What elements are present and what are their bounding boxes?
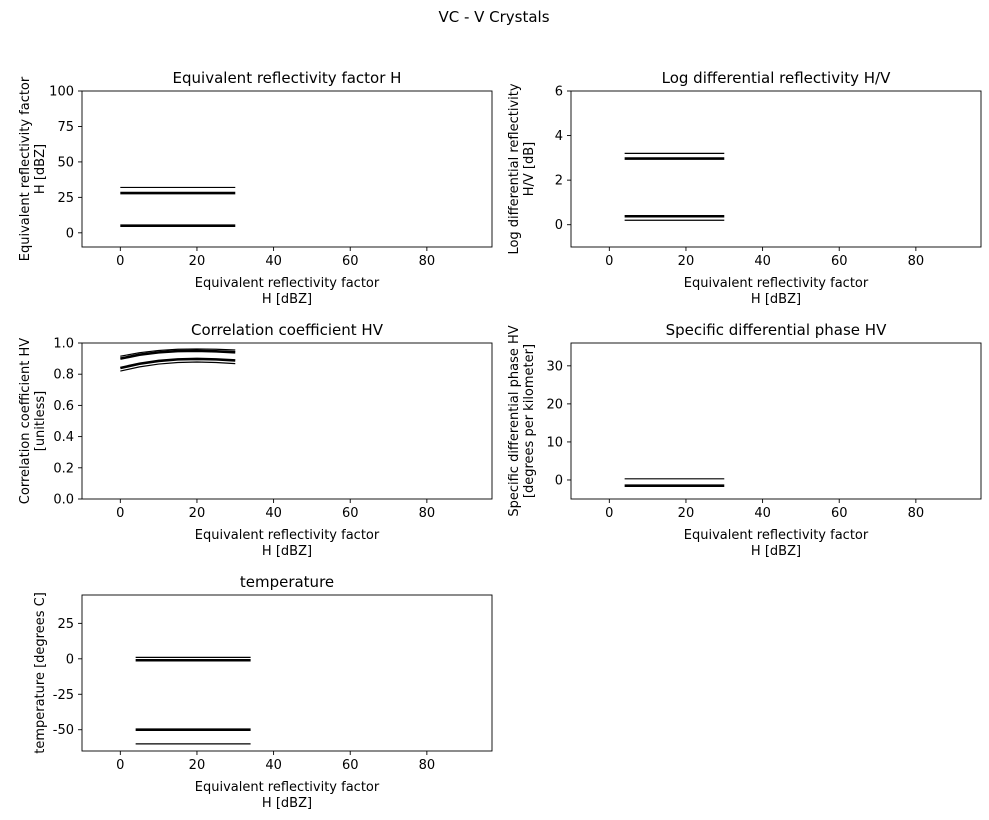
axes-frame (81, 594, 493, 752)
y-tick-label: 1.0 (53, 337, 74, 352)
series-line (120, 348, 236, 357)
subplot-4: Specific differential phase HV 0 20 40 60 80 0… (507, 321, 982, 559)
y-tick-label: 0 (66, 226, 74, 241)
y-tick-label: 0.2 (53, 461, 74, 476)
y-tick-label: 0 (555, 473, 563, 488)
subplot-3: Correlation coefficient HV 0 20 40 60 80 0.0 0.… (18, 321, 493, 559)
y-tick-label: 75 (57, 120, 74, 135)
subplot-1: Equivalent reflectivity factor H 0 20 40 60 8… (18, 69, 493, 307)
subplot-5: temperature 0 20 40 60 80 -50 -25 0 25 Equivalent … (33, 573, 493, 811)
x-tick-label: 60 (831, 254, 848, 269)
x-tick-label: 40 (265, 758, 282, 773)
x-tick-label: 60 (342, 506, 359, 521)
x-tick-label: 20 (678, 254, 695, 269)
x-tick-label: 20 (189, 758, 206, 773)
x-axis-label: Equivalent reflectivity factor (195, 528, 380, 543)
subplot-2: Log differential reflectivity H/V0 20 40 60… (507, 69, 982, 307)
subplot-title: Log differential reflectivity H/V (662, 69, 892, 87)
y-axis-label: Log differential reflectivity (507, 83, 522, 254)
x-tick-label: 0 (605, 506, 613, 521)
x-tick-label: 0 (116, 758, 124, 773)
axes-frame (81, 342, 493, 500)
x-tick-label: 0 (605, 254, 613, 269)
axes-frame (570, 90, 982, 248)
x-tick-label: 0 (116, 506, 124, 521)
y-axis-label: H/V [dB] (522, 142, 537, 197)
axes-frame (570, 342, 982, 500)
y-tick-label: 25 (57, 191, 74, 206)
x-axis-label: Equivalent reflectivity factor (684, 276, 869, 291)
x-tick-label: 80 (419, 254, 436, 269)
x-tick-label: 20 (678, 506, 695, 521)
x-tick-label: 20 (189, 254, 206, 269)
series-line (120, 361, 236, 372)
y-tick-label: 0.0 (53, 493, 74, 508)
series-line (120, 357, 236, 370)
y-axis-label: [degrees per kilometer] (522, 344, 537, 498)
y-tick-label: 0.4 (53, 430, 74, 445)
x-axis-label: Equivalent reflectivity factor (195, 780, 380, 795)
y-tick-label: 50 (57, 155, 74, 170)
y-axis-label: H [dBZ] (33, 144, 48, 194)
x-tick-label: 40 (754, 254, 771, 269)
x-axis-label: H [dBZ] (262, 292, 312, 307)
series-line (120, 349, 236, 360)
figure-suptitle: VC - V Crystals (438, 8, 549, 26)
y-tick-label: 4 (555, 129, 563, 144)
y-axis-label: Correlation coefficient HV (18, 338, 33, 504)
y-axis-label: [unitless] (33, 391, 48, 452)
axes-frame (81, 90, 493, 248)
x-tick-label: 80 (908, 506, 925, 521)
y-axis-label: temperature [degrees C] (33, 592, 48, 754)
y-tick-label: 25 (57, 617, 74, 632)
x-tick-label: 40 (754, 506, 771, 521)
x-tick-label: 60 (831, 506, 848, 521)
x-axis-label: Equivalent reflectivity factor (684, 528, 869, 543)
y-axis-label: Equivalent reflectivity factor (18, 76, 33, 261)
subplot-title: Correlation coefficient HV (191, 321, 384, 339)
y-tick-label: 0.8 (53, 368, 74, 383)
y-tick-label: 0 (555, 218, 563, 233)
x-tick-label: 60 (342, 758, 359, 773)
x-tick-label: 80 (419, 506, 436, 521)
x-tick-label: 20 (189, 506, 206, 521)
x-tick-label: 40 (265, 506, 282, 521)
y-tick-label: 20 (546, 397, 563, 412)
y-tick-label: 6 (555, 85, 563, 100)
subplot-title: temperature (240, 573, 334, 591)
x-axis-label: H [dBZ] (751, 292, 801, 307)
x-axis-label: H [dBZ] (751, 544, 801, 559)
y-tick-label: -25 (53, 688, 74, 703)
x-tick-label: 80 (908, 254, 925, 269)
y-tick-label: 0 (66, 652, 74, 667)
x-tick-label: 80 (419, 758, 436, 773)
y-tick-label: 100 (49, 85, 74, 100)
x-tick-label: 40 (265, 254, 282, 269)
y-tick-label: 2 (555, 174, 563, 189)
x-axis-label: H [dBZ] (262, 544, 312, 559)
x-tick-label: 60 (342, 254, 359, 269)
x-axis-label: Equivalent reflectivity factor (195, 276, 380, 291)
x-axis-label: H [dBZ] (262, 796, 312, 811)
y-tick-label: -50 (53, 723, 74, 738)
y-tick-label: 10 (546, 435, 563, 450)
subplot-title: Equivalent reflectivity factor H (173, 69, 402, 87)
x-tick-label: 0 (116, 254, 124, 269)
subplot-title: Specific differential phase HV (666, 321, 887, 339)
y-tick-label: 30 (546, 359, 563, 374)
y-tick-label: 0.6 (53, 399, 74, 414)
y-axis-label: Specific differential phase HV (507, 325, 522, 516)
